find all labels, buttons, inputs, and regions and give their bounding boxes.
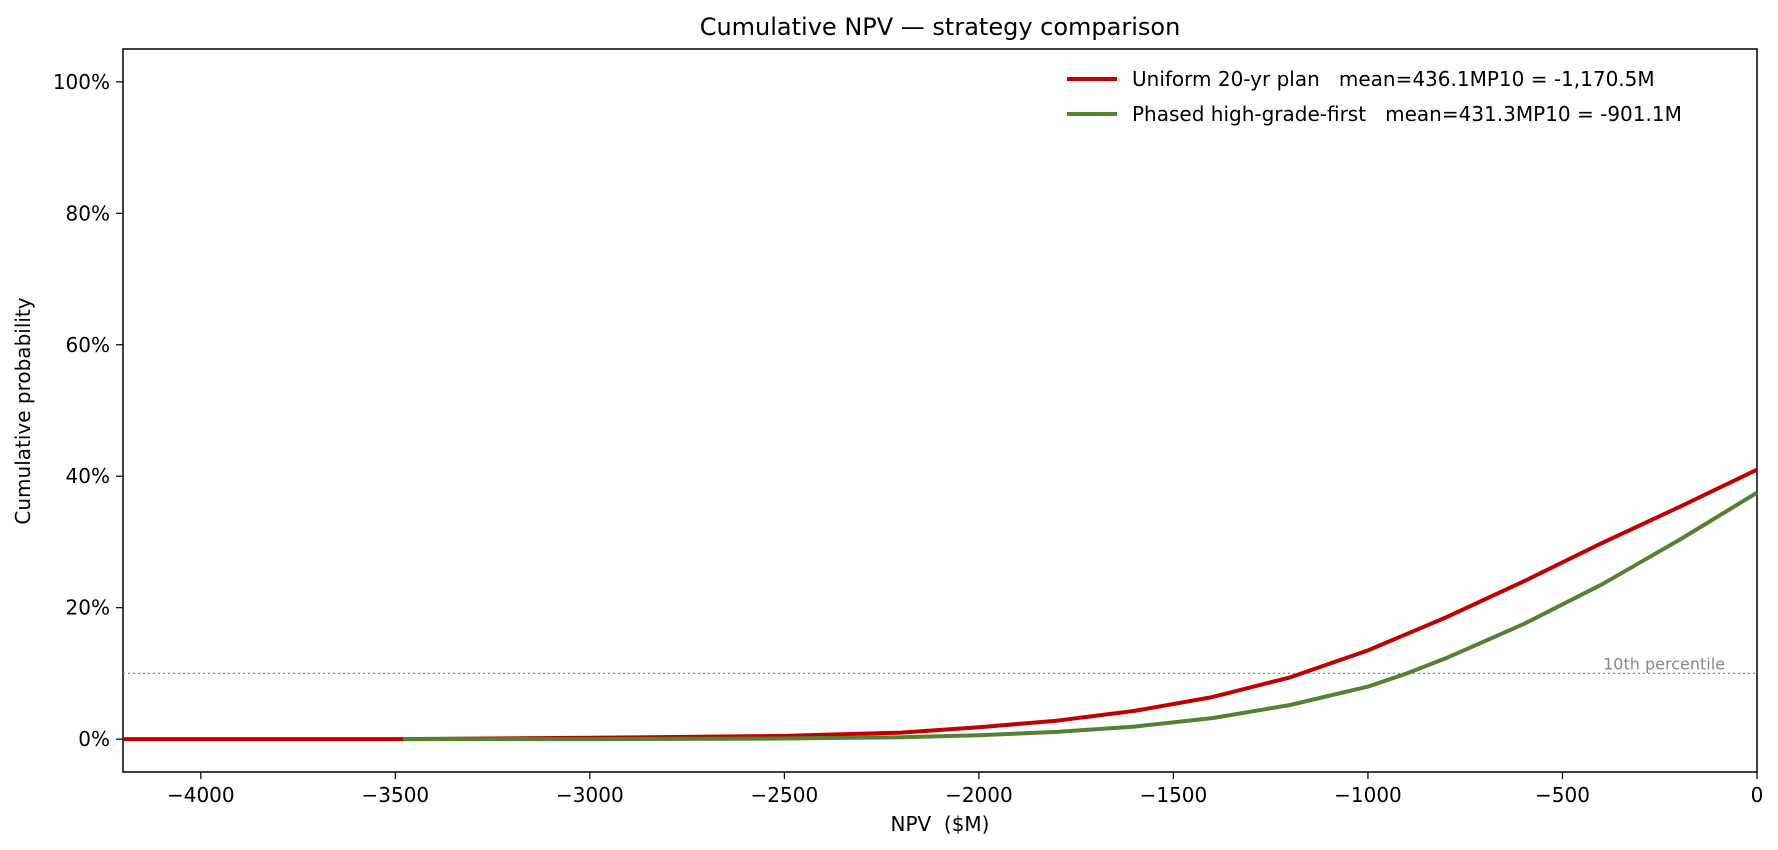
reference-line-label: 10th percentile	[1603, 654, 1725, 673]
reference-lines: 10th percentile	[123, 654, 1757, 675]
y-tick-label: 0%	[78, 727, 110, 751]
x-axis-label: NPV ($M)	[890, 812, 989, 836]
plot-frame	[122, 48, 1758, 773]
chart-title: Cumulative NPV — strategy comparison	[700, 13, 1181, 41]
x-tick-label: −2000	[945, 783, 1013, 807]
y-tick-label: 100%	[53, 70, 110, 94]
series-line-2	[403, 490, 1759, 742]
x-tick-label: −1000	[1334, 783, 1402, 807]
x-tick-label: −4000	[167, 783, 235, 807]
x-axis-ticks: −4000 −3500 −3000 −2500 −2000 −1500 −1000 −500 0	[167, 772, 1763, 807]
y-tick-label: 40%	[66, 464, 110, 488]
x-tick-label: 0	[1751, 783, 1764, 807]
y-tick-label: 80%	[66, 201, 110, 225]
legend-label-2: Phased high-grade-first mean=431.3MP10 =…	[1132, 102, 1682, 126]
x-tick-label: −1500	[1140, 783, 1208, 807]
x-tick-label: −3000	[556, 783, 624, 807]
y-tick-label: 60%	[66, 333, 110, 357]
x-tick-label: −3500	[362, 783, 430, 807]
x-tick-label: −2500	[751, 783, 819, 807]
y-tick-label: 20%	[66, 596, 110, 620]
x-tick-label: −500	[1535, 783, 1590, 807]
series-lines	[123, 467, 1759, 742]
y-axis-ticks: 0% 20% 40% 60% 80% 100%	[53, 70, 123, 751]
legend-label-1: Uniform 20-yr plan mean=436.1MP10 = -1,1…	[1132, 67, 1655, 91]
legend: Uniform 20-yr plan mean=436.1MP10 = -1,1…	[1067, 67, 1682, 126]
y-axis-label: Cumulative probability	[11, 297, 35, 524]
